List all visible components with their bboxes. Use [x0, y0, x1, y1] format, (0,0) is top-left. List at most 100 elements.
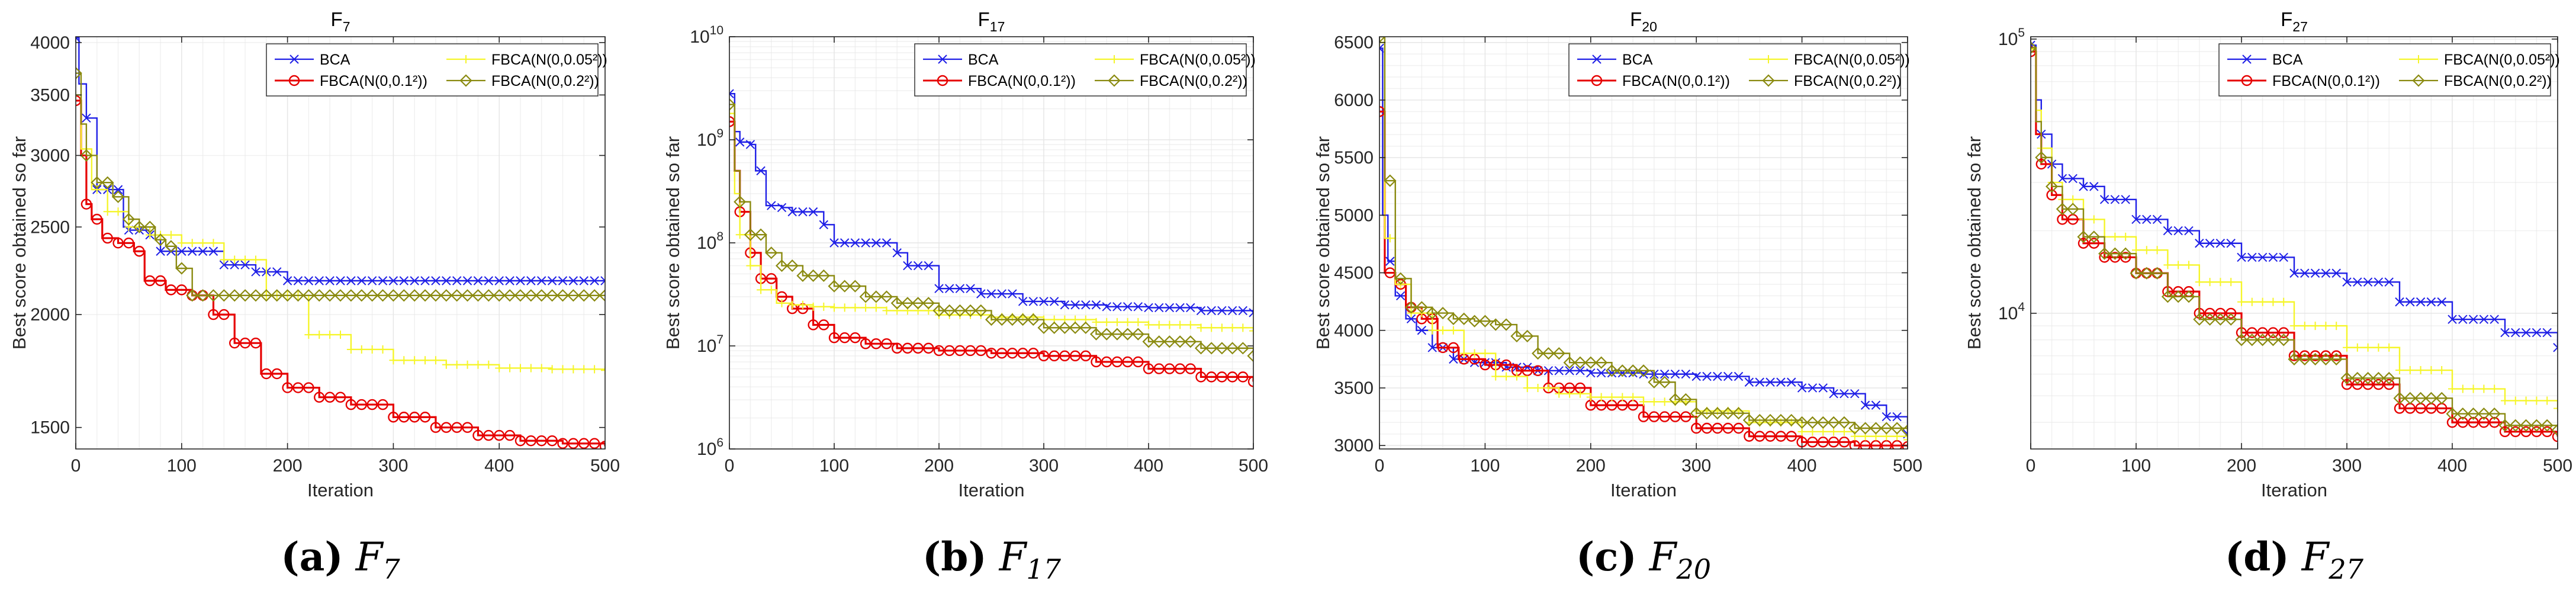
data-point [409, 412, 420, 423]
data-point [2268, 252, 2278, 262]
data-point [516, 364, 525, 373]
data-point [735, 230, 744, 239]
data-point [535, 289, 548, 302]
legend-label: BCA [968, 52, 999, 68]
data-point [2437, 297, 2446, 307]
data-point [1101, 356, 1112, 368]
data-point [2214, 313, 2227, 326]
chart-panel-4: 0 100 200 300 400 500 104 105 F27 Iteration Best s… [1964, 8, 2572, 500]
data-point [2330, 350, 2342, 361]
data-point [1575, 366, 1585, 376]
data-point [1143, 363, 1154, 374]
data-point [1070, 300, 1080, 310]
data-point [955, 284, 965, 293]
axes-box [75, 36, 606, 450]
data-point [2153, 246, 2162, 255]
x-axis-label: Iteration [2261, 480, 2327, 500]
data-point [2108, 247, 2121, 260]
data-point [1091, 356, 1102, 368]
x-tick-label: 400 [484, 456, 514, 476]
data-point [1165, 303, 1175, 313]
data-point [729, 89, 734, 98]
data-point [1039, 297, 1049, 306]
data-point [818, 319, 829, 331]
data-point [1850, 389, 1860, 399]
data-point [1586, 368, 1596, 378]
data-point [1173, 335, 1186, 348]
y-tick-label: 106 [697, 436, 723, 459]
data-point [2077, 230, 2090, 243]
data-point [819, 302, 828, 311]
data-point [302, 289, 315, 302]
data-point [2132, 246, 2140, 255]
data-point [2478, 416, 2490, 428]
data-point [903, 261, 912, 271]
data-point [913, 261, 923, 271]
panel-caption: (c) F20 [1576, 534, 1711, 585]
data-point [1239, 323, 1247, 332]
data-point [2457, 416, 2468, 428]
data-point [241, 255, 250, 264]
data-point [82, 113, 91, 123]
data-point [408, 289, 421, 302]
data-point [2109, 252, 2121, 263]
data-point [1629, 393, 1638, 402]
data-point [494, 429, 505, 441]
data-point [1890, 422, 1903, 435]
data-point [2456, 408, 2469, 421]
data-point [953, 304, 966, 317]
x-axis-label: Iteration [307, 480, 374, 500]
data-point [1480, 359, 1491, 371]
data-point [746, 261, 755, 270]
data-point [1670, 411, 1681, 422]
x-tick-label: 500 [1239, 456, 1268, 476]
data-point [165, 284, 177, 296]
data-point [2066, 203, 2079, 216]
data-point [1839, 427, 1848, 436]
x-tick-label: 200 [273, 456, 303, 476]
data-point [558, 276, 568, 285]
legend-label: FBCA(N(0,0.1²)) [1622, 73, 1730, 89]
data-point [1215, 342, 1228, 355]
data-point [1174, 363, 1186, 374]
grid [75, 37, 606, 449]
data-point [2184, 226, 2194, 236]
data-point [850, 238, 860, 248]
data-point [2552, 431, 2558, 442]
y-tick-label: 4500 [1334, 264, 1374, 283]
data-point [1385, 234, 1394, 243]
legend-marker [1592, 54, 1601, 64]
data-point [2247, 252, 2257, 262]
data-point [2330, 352, 2343, 366]
data-point [1385, 256, 1395, 266]
data-point [1133, 356, 1144, 368]
data-point [2216, 278, 2225, 287]
data-point [525, 289, 538, 302]
data-point [1468, 315, 1481, 328]
data-point [334, 289, 347, 302]
x-tick-label: 500 [590, 456, 620, 476]
panel-caption: (a) F7 [281, 534, 400, 585]
data-point [1796, 416, 1809, 429]
series-line [1379, 47, 1908, 434]
legend-label: FBCA(N(0,0.2²)) [1140, 73, 1247, 89]
data-point [2467, 408, 2480, 421]
y-tick-label: 3500 [30, 85, 70, 105]
data-point [777, 203, 787, 213]
data-point [2215, 307, 2226, 319]
data-point [901, 297, 914, 310]
legend-box [2218, 43, 2551, 97]
chart-panel-1: 0 100 200 300 400 500 1500 2000 2500 3000 3500 4000… [9, 8, 620, 500]
data-point [92, 185, 101, 194]
series-line [729, 104, 1253, 356]
data-point [1734, 371, 1744, 381]
data-point [2046, 180, 2059, 193]
data-point [1017, 348, 1028, 359]
data-point [1755, 377, 1764, 387]
data-point [964, 345, 976, 357]
data-point [577, 289, 590, 302]
data-point [398, 412, 410, 423]
data-point [923, 342, 934, 354]
data-point [1186, 303, 1195, 313]
chart-panel-2: 0 100 200 300 400 500 106 107 108 109 1010 F17 Itera… [663, 8, 1268, 500]
